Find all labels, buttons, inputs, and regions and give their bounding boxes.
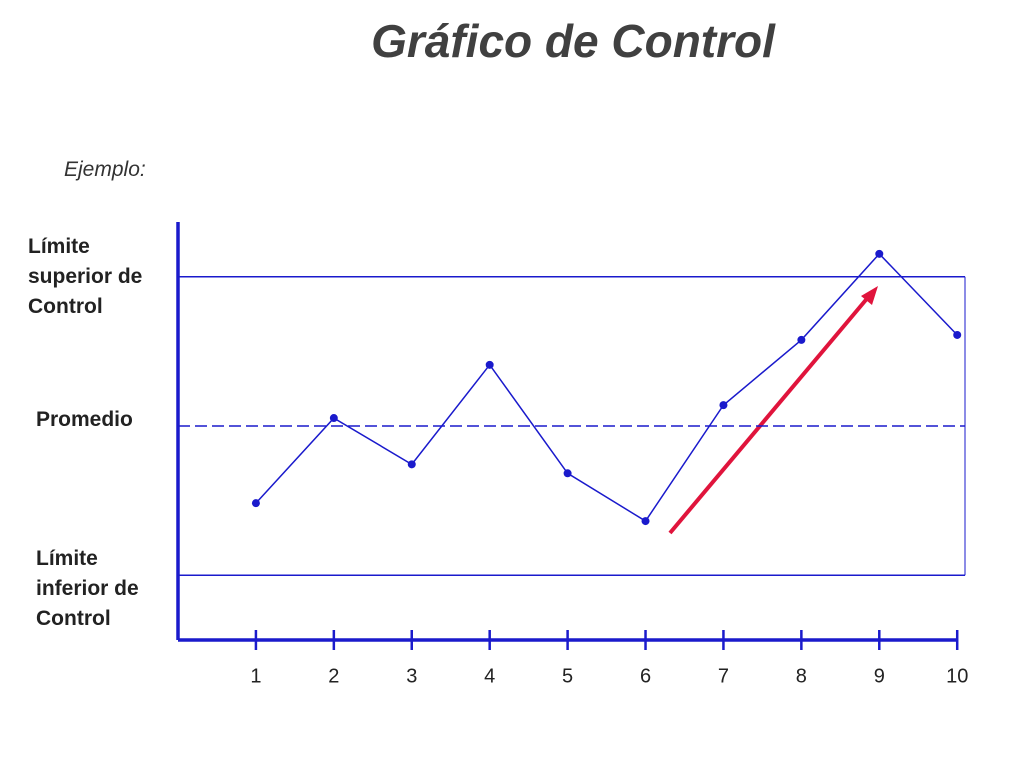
x-tick-label: 3 bbox=[406, 665, 417, 687]
data-point bbox=[329, 414, 338, 423]
data-point bbox=[251, 499, 260, 508]
data-point bbox=[797, 335, 806, 344]
data-point bbox=[485, 360, 494, 369]
chart-title: Gráfico de Control bbox=[371, 15, 775, 67]
data-point bbox=[953, 330, 962, 339]
y-tick-label: Límite superior de Control bbox=[28, 234, 143, 318]
x-tick-label: 1 bbox=[250, 665, 261, 687]
y-tick-label: Límite inferior de Control bbox=[36, 547, 139, 631]
data-point bbox=[407, 460, 416, 469]
data-point bbox=[719, 401, 728, 410]
trend-arrow-head bbox=[861, 286, 878, 305]
data-point bbox=[875, 249, 884, 258]
x-tick-label: 5 bbox=[562, 665, 573, 687]
data-point bbox=[563, 469, 572, 478]
subtitle: Ejemplo: bbox=[64, 158, 146, 181]
data-line bbox=[255, 252, 958, 523]
x-tick-label: 7 bbox=[718, 665, 729, 687]
x-tick-label: 9 bbox=[874, 665, 885, 687]
y-tick-label: Promedio bbox=[36, 408, 133, 432]
x-tick-label: 2 bbox=[328, 665, 339, 687]
data-point bbox=[641, 517, 650, 526]
x-tick-label: 8 bbox=[796, 665, 807, 687]
x-tick-label: 6 bbox=[640, 665, 651, 687]
x-tick-label: 10 bbox=[946, 665, 968, 687]
trend-arrow bbox=[668, 293, 872, 535]
x-tick-label: 4 bbox=[484, 665, 495, 687]
